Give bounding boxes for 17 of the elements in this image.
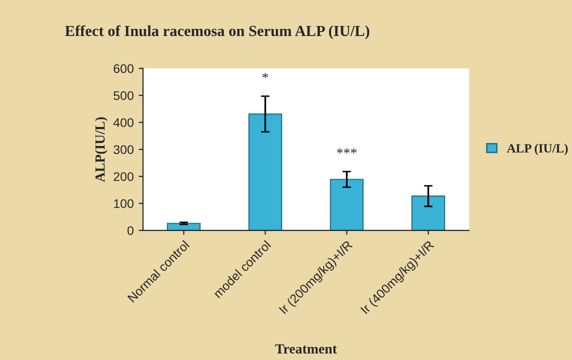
y-axis-title: ALP(IU/L) xyxy=(94,117,108,182)
y-tick-label: 300 xyxy=(114,145,134,154)
annotation: *** xyxy=(337,148,357,154)
x-axis-title: Treatment xyxy=(275,344,337,354)
bar xyxy=(330,178,364,230)
bar xyxy=(166,222,201,230)
bar xyxy=(411,196,446,230)
y-tick-label: 100 xyxy=(114,199,134,208)
annotation: * xyxy=(262,73,268,78)
bar xyxy=(248,113,282,230)
y-tick-label: 500 xyxy=(114,91,134,100)
y-tick-label: 600 xyxy=(114,64,134,74)
legend-label: ALP (IU/L) xyxy=(506,144,568,156)
y-tick-label: 200 xyxy=(114,172,134,182)
y-tick-label: 0 xyxy=(128,226,134,236)
chart-title: Effect of Inula racemosa on Serum ALP (IU/L) xyxy=(65,25,370,40)
y-tick-label: 400 xyxy=(113,118,134,128)
